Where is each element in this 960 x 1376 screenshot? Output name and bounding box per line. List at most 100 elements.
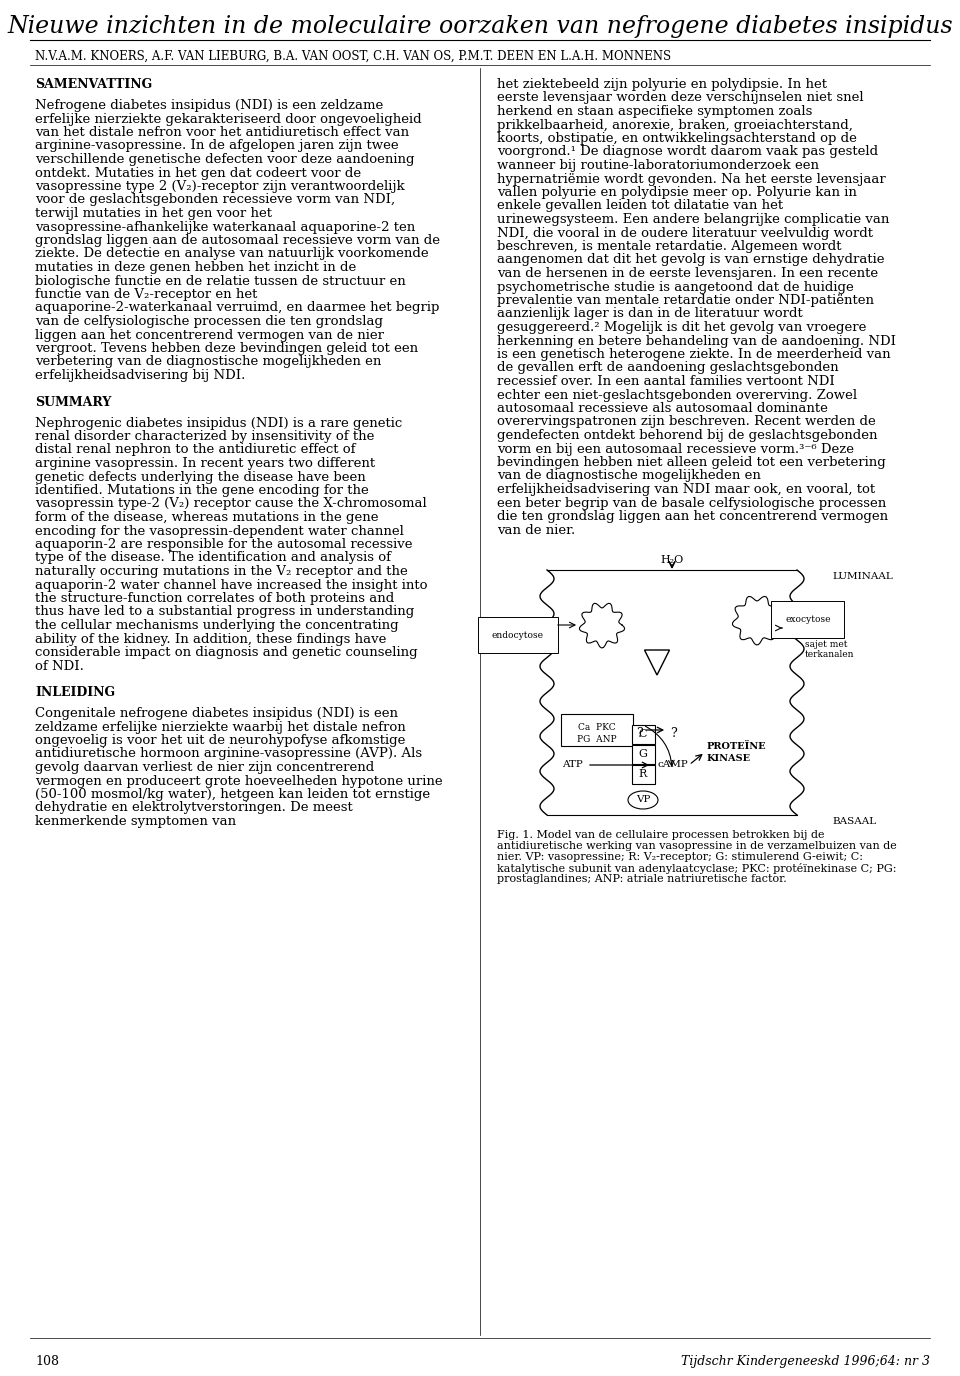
- Text: PG  ANP: PG ANP: [577, 735, 617, 744]
- Text: katalytische subunit van adenylaatcyclase; PKC: protéïnekinase C; PG:: katalytische subunit van adenylaatcyclas…: [497, 863, 897, 874]
- Text: wanneer bij routine-laboratoriumonderzoek een: wanneer bij routine-laboratoriumonderzoe…: [497, 160, 819, 172]
- Text: kenmerkende symptomen van: kenmerkende symptomen van: [35, 815, 236, 828]
- Text: vermogen en produceert grote hoeveelheden hypotone urine: vermogen en produceert grote hoeveelhede…: [35, 775, 443, 787]
- Text: recessief over. In een aantal families vertoont NDI: recessief over. In een aantal families v…: [497, 376, 835, 388]
- FancyBboxPatch shape: [632, 725, 655, 743]
- Text: prikkelbaarheid, anorexie, braken, groeiachterstand,: prikkelbaarheid, anorexie, braken, groei…: [497, 118, 852, 132]
- Text: koorts, obstipatie, en ontwikkelingsachterstand op de: koorts, obstipatie, en ontwikkelingsacht…: [497, 132, 857, 144]
- Text: of NDI.: of NDI.: [35, 659, 84, 673]
- Text: mutaties in deze genen hebben het inzicht in de: mutaties in deze genen hebben het inzich…: [35, 261, 356, 274]
- Text: gesuggereerd.² Mogelijk is dit het gevolg van vroegere: gesuggereerd.² Mogelijk is dit het gevol…: [497, 321, 866, 334]
- Text: considerable impact on diagnosis and genetic counseling: considerable impact on diagnosis and gen…: [35, 645, 418, 659]
- Text: BASAAL: BASAAL: [832, 817, 876, 826]
- Text: Tijdschr Kindergeneeskd 1996;64: nr 3: Tijdschr Kindergeneeskd 1996;64: nr 3: [681, 1355, 930, 1368]
- Ellipse shape: [628, 791, 658, 809]
- FancyBboxPatch shape: [632, 765, 655, 783]
- Text: herkenning en betere behandeling van de aandoening. NDI: herkenning en betere behandeling van de …: [497, 334, 896, 348]
- Text: ability of the kidney. In addition, these findings have: ability of the kidney. In addition, thes…: [35, 633, 386, 645]
- Text: nier. VP: vasopressine; R: V₂-receptor; G: stimulerend G-eiwit; C:: nier. VP: vasopressine; R: V₂-receptor; …: [497, 852, 863, 861]
- Text: erfelijkheidsadvisering van NDI maar ook, en vooral, tot: erfelijkheidsadvisering van NDI maar ook…: [497, 483, 876, 495]
- Text: urinewegsysteem. Een andere belangrijke complicatie van: urinewegsysteem. Een andere belangrijke …: [497, 213, 889, 226]
- Text: van de hersenen in de eerste levensjaren. In een recente: van de hersenen in de eerste levensjaren…: [497, 267, 878, 279]
- Text: Nephrogenic diabetes insipidus (NDI) is a rare genetic: Nephrogenic diabetes insipidus (NDI) is …: [35, 417, 402, 429]
- Text: exocytose: exocytose: [785, 615, 830, 623]
- Text: echter een niet-geslachtsgebonden overerving. Zowel: echter een niet-geslachtsgebonden overer…: [497, 388, 857, 402]
- Text: vasopressin type-2 (V₂) receptor cause the X-chromosomal: vasopressin type-2 (V₂) receptor cause t…: [35, 498, 427, 510]
- Text: verschillende genetische defecten voor deze aandoening: verschillende genetische defecten voor d…: [35, 153, 415, 166]
- Text: liggen aan het concentrerend vermogen van de nier: liggen aan het concentrerend vermogen va…: [35, 329, 384, 341]
- Text: cAMP: cAMP: [657, 760, 687, 769]
- Text: autosomaal recessieve als autosomaal dominante: autosomaal recessieve als autosomaal dom…: [497, 402, 828, 416]
- Text: overervingspatronen zijn beschreven. Recent werden de: overervingspatronen zijn beschreven. Rec…: [497, 416, 876, 428]
- Text: renal disorder characterized by insensitivity of the: renal disorder characterized by insensit…: [35, 429, 374, 443]
- Text: aquaporin-2 are responsible for the autosomal recessive: aquaporin-2 are responsible for the auto…: [35, 538, 413, 550]
- Text: NDI, die vooral in de oudere literatuur veelvuldig wordt: NDI, die vooral in de oudere literatuur …: [497, 227, 873, 239]
- Text: Congenitale nefrogene diabetes insipidus (NDI) is een: Congenitale nefrogene diabetes insipidus…: [35, 707, 398, 720]
- Text: SAMENVATTING: SAMENVATTING: [35, 78, 153, 91]
- Text: form of the disease, whereas mutations in the gene: form of the disease, whereas mutations i…: [35, 510, 378, 524]
- Text: arginine vasopressin. In recent years two different: arginine vasopressin. In recent years tw…: [35, 457, 375, 471]
- Text: antidiuretische werking van vasopressine in de verzamelbuizen van de: antidiuretische werking van vasopressine…: [497, 841, 897, 850]
- Text: aangenomen dat dit het gevolg is van ernstige dehydratie: aangenomen dat dit het gevolg is van ern…: [497, 253, 884, 267]
- Text: PROTEÏNE: PROTEÏNE: [707, 742, 767, 751]
- Text: gendefecten ontdekt behorend bij de geslachtsgebonden: gendefecten ontdekt behorend bij de gesl…: [497, 429, 877, 442]
- Text: gevolg daarvan verliest de nier zijn concentrerend: gevolg daarvan verliest de nier zijn con…: [35, 761, 374, 773]
- Text: ATP: ATP: [562, 760, 583, 769]
- Text: terwijl mutaties in het gen voor het: terwijl mutaties in het gen voor het: [35, 206, 272, 220]
- Text: functie van de V₂-receptor en het: functie van de V₂-receptor en het: [35, 288, 257, 301]
- Text: ontdekt. Mutaties in het gen dat codeert voor de: ontdekt. Mutaties in het gen dat codeert…: [35, 166, 361, 179]
- Text: aquaporine-2-waterkanaal verruimd, en daarmee het begrip: aquaporine-2-waterkanaal verruimd, en da…: [35, 301, 440, 315]
- Text: biologische functie en de relatie tussen de structuur en: biologische functie en de relatie tussen…: [35, 274, 406, 288]
- Text: aanzienlijk lager is dan in de literatuur wordt: aanzienlijk lager is dan in de literatuu…: [497, 307, 803, 321]
- Text: the structure-function correlates of both proteins and: the structure-function correlates of bot…: [35, 592, 395, 605]
- Text: ziekte. De detectie en analyse van natuurlijk voorkomende: ziekte. De detectie en analyse van natuu…: [35, 248, 428, 260]
- Text: thus have led to a substantial progress in understanding: thus have led to a substantial progress …: [35, 605, 415, 618]
- Text: erfelijke nierziekte gekarakteriseerd door ongevoeligheid: erfelijke nierziekte gekarakteriseerd do…: [35, 113, 421, 125]
- Text: vorm en bij een autosomaal recessieve vorm.³⁻⁶ Deze: vorm en bij een autosomaal recessieve vo…: [497, 443, 854, 455]
- Text: SUMMARY: SUMMARY: [35, 395, 111, 409]
- Text: prostaglandines; ANP: atriale natriuretische factor.: prostaglandines; ANP: atriale natriureti…: [497, 874, 787, 883]
- Text: van de diagnostische mogelijkheden en: van de diagnostische mogelijkheden en: [497, 469, 761, 483]
- Text: Nieuwe inzichten in de moleculaire oorzaken van nefrogene diabetes insipidus: Nieuwe inzichten in de moleculaire oorza…: [7, 15, 953, 39]
- Text: G: G: [638, 749, 647, 760]
- Text: sajet met
terkanalen: sajet met terkanalen: [805, 640, 854, 659]
- FancyBboxPatch shape: [561, 714, 633, 746]
- Text: herkend en staan aspecifieke symptomen zoals: herkend en staan aspecifieke symptomen z…: [497, 105, 812, 118]
- Text: Fig. 1. Model van de cellulaire processen betrokken bij de: Fig. 1. Model van de cellulaire processe…: [497, 830, 825, 839]
- Text: H₂O: H₂O: [660, 555, 684, 566]
- Text: (50-100 mosmol/kg water), hetgeen kan leiden tot ernstige: (50-100 mosmol/kg water), hetgeen kan le…: [35, 788, 430, 801]
- Text: de gevallen erft de aandoening geslachtsgebonden: de gevallen erft de aandoening geslachts…: [497, 362, 839, 374]
- Text: beschreven, is mentale retardatie. Algemeen wordt: beschreven, is mentale retardatie. Algem…: [497, 239, 842, 253]
- Text: enkele gevallen leiden tot dilatatie van het: enkele gevallen leiden tot dilatatie van…: [497, 200, 783, 212]
- Text: endocytose: endocytose: [492, 630, 544, 640]
- Text: een beter begrip van de basale celfysiologische processen: een beter begrip van de basale celfysiol…: [497, 497, 886, 509]
- Text: KINASE: KINASE: [707, 754, 751, 764]
- Text: hypernatriëmie wordt gevonden. Na het eerste levensjaar: hypernatriëmie wordt gevonden. Na het ee…: [497, 172, 886, 186]
- Text: ?: ?: [636, 727, 643, 740]
- Text: dehydratie en elektrolytverstoringen. De meest: dehydratie en elektrolytverstoringen. De…: [35, 801, 352, 815]
- Text: genetic defects underlying the disease have been: genetic defects underlying the disease h…: [35, 471, 366, 483]
- Text: is een genetisch heterogene ziekte. In de meerderheid van: is een genetisch heterogene ziekte. In d…: [497, 348, 891, 361]
- Text: identified. Mutations in the gene encoding for the: identified. Mutations in the gene encodi…: [35, 484, 369, 497]
- Text: arginine-vasopressine. In de afgelopen jaren zijn twee: arginine-vasopressine. In de afgelopen j…: [35, 139, 398, 153]
- Text: psychometrische studie is aangetoond dat de huidige: psychometrische studie is aangetoond dat…: [497, 281, 853, 293]
- Text: voor de geslachtsgebonden recessieve vorm van NDI,: voor de geslachtsgebonden recessieve vor…: [35, 194, 396, 206]
- Text: naturally occuring mutations in the V₂ receptor and the: naturally occuring mutations in the V₂ r…: [35, 566, 408, 578]
- FancyBboxPatch shape: [632, 744, 655, 764]
- Text: vallen polyurie en polydipsie meer op. Polyurie kan in: vallen polyurie en polydipsie meer op. P…: [497, 186, 857, 200]
- Text: van de celfysiologische processen die ten grondslag: van de celfysiologische processen die te…: [35, 315, 383, 327]
- Text: the cellular mechanisms underlying the concentrating: the cellular mechanisms underlying the c…: [35, 619, 398, 632]
- Text: antidiuretische hormoon arginine-vasopressine (AVP). Als: antidiuretische hormoon arginine-vasopre…: [35, 747, 422, 761]
- Text: ongevoelig is voor het uit de neurohypofyse afkomstige: ongevoelig is voor het uit de neurohypof…: [35, 733, 405, 747]
- Text: N.V.A.M. KNOERS, A.F. VAN LIEBURG, B.A. VAN OOST, C.H. VAN OS, P.M.T. DEEN EN L.: N.V.A.M. KNOERS, A.F. VAN LIEBURG, B.A. …: [35, 50, 671, 63]
- Text: grondslag liggen aan de autosomaal recessieve vorm van de: grondslag liggen aan de autosomaal reces…: [35, 234, 440, 248]
- Text: van de nier.: van de nier.: [497, 523, 575, 537]
- Text: zeldzame erfelijke nierziekte waarbij het distale nefron: zeldzame erfelijke nierziekte waarbij he…: [35, 721, 406, 733]
- Text: C: C: [638, 729, 647, 739]
- Text: Nefrogene diabetes insipidus (NDI) is een zeldzame: Nefrogene diabetes insipidus (NDI) is ee…: [35, 99, 383, 111]
- Text: prevalentie van mentale retardatie onder NDI-patiënten: prevalentie van mentale retardatie onder…: [497, 294, 874, 307]
- Text: het ziektebeeld zijn polyurie en polydipsie. In het: het ziektebeeld zijn polyurie en polydip…: [497, 78, 827, 91]
- Text: ?: ?: [670, 727, 677, 740]
- Text: Ca  PKC: Ca PKC: [578, 722, 615, 732]
- Text: encoding for the vasopressin-dependent water channel: encoding for the vasopressin-dependent w…: [35, 524, 404, 538]
